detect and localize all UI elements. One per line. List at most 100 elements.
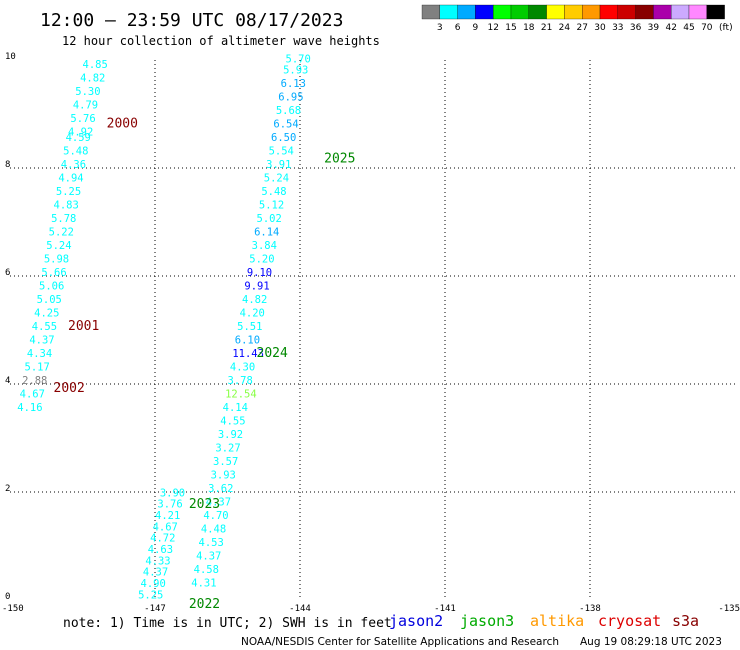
colorbar-swatch <box>617 4 636 20</box>
wave-height-label: 3.92 <box>218 429 243 441</box>
wave-height-label: 11.43 <box>232 348 264 360</box>
wave-height-label: 3.27 <box>215 443 240 455</box>
wave-height-label: 4.33 <box>145 555 170 567</box>
colorbar-label: 33 <box>612 23 623 33</box>
colorbar-label: 36 <box>630 23 642 33</box>
wave-height-label: 5.06 <box>39 281 64 293</box>
wave-height-label: 5.05 <box>37 294 62 306</box>
colorbar-swatch <box>564 4 583 20</box>
x-tick-label: -141 <box>434 604 456 614</box>
time-label: 2022 <box>189 597 220 612</box>
credit-text: NOAA/NESDIS Center for Satellite Applica… <box>241 636 559 648</box>
wave-height-label: 4.70 <box>203 510 228 522</box>
wave-height-label: 4.20 <box>240 308 265 320</box>
wave-height-label: 5.76 <box>70 113 95 125</box>
colorbar-label: 30 <box>594 23 606 33</box>
wave-height-label: 6.14 <box>254 227 279 239</box>
wave-height-label: 4.48 <box>201 524 226 536</box>
wave-height-label: 4.37 <box>196 551 221 563</box>
wave-height-label: 3.62 <box>208 483 233 495</box>
footnote: note: 1) Time is in UTC; 2) SWH is in fe… <box>63 616 392 631</box>
wave-height-label: 3.76 <box>157 499 182 511</box>
wave-height-label: 5.24 <box>46 240 71 252</box>
colorbar-legend: 3 6 9 12 15 18 21 24 27 30 33 36 39 42 45 70 (ft) <box>421 4 733 33</box>
wave-height-label: 6.50 <box>271 132 296 144</box>
time-label: 2024 <box>257 346 288 361</box>
wave-height-label: 5.02 <box>257 213 282 225</box>
wave-height-label: 6.95 <box>278 92 303 104</box>
colorbar-label: 3 <box>437 23 443 33</box>
satellite-legend-entry: cryosat <box>598 612 661 630</box>
colorbar-label: 45 <box>683 23 694 33</box>
colorbar-label: 12 <box>487 23 498 33</box>
x-tick-label: -144 <box>289 604 311 614</box>
colorbar-label: 24 <box>559 23 571 33</box>
colorbar-swatch <box>421 4 440 20</box>
satellite-legend-entry: jason3 <box>460 612 514 630</box>
wave-height-label: 5.54 <box>269 146 294 158</box>
wave-height-label: 4.16 <box>17 402 42 414</box>
wave-height-label: 2.88 <box>22 375 47 387</box>
wave-height-label: 4.58 <box>194 564 219 576</box>
x-tick-label: -147 <box>144 604 166 614</box>
time-label: 2025 <box>324 152 355 167</box>
wave-height-label: 5.48 <box>63 146 88 158</box>
wave-height-label: 4.36 <box>61 159 86 171</box>
colorbar-label: 42 <box>665 23 676 33</box>
wave-height-label: 5.51 <box>237 321 262 333</box>
wave-height-label: 5.98 <box>44 254 69 266</box>
colorbar-swatch <box>671 4 690 20</box>
wave-height-label: 3.91 <box>266 159 291 171</box>
colorbar-label: 18 <box>523 23 535 33</box>
wave-height-label: 4.67 <box>20 389 45 401</box>
wave-height-label: 4.85 <box>83 59 108 71</box>
wave-height-label: 4.90 <box>141 578 166 590</box>
time-label: 2023 <box>189 497 220 512</box>
wave-height-label: 4.67 <box>153 521 178 533</box>
wave-height-label: 5.17 <box>25 362 50 374</box>
colorbar-label: 70 <box>701 23 713 33</box>
wave-height-label: 6.54 <box>273 119 298 131</box>
colorbar-swatch <box>475 4 494 20</box>
y-tick-label: 6 <box>5 268 10 278</box>
wave-height-label: 6.13 <box>281 78 306 90</box>
wave-height-label: 4.25 <box>34 308 59 320</box>
wave-height-label: 9.91 <box>244 281 269 293</box>
wave-height-label: 3.78 <box>228 375 253 387</box>
wave-height-label: 4.63 <box>148 544 173 556</box>
wave-height-label: 4.31 <box>191 578 216 590</box>
time-label: 2001 <box>68 319 99 334</box>
y-tick-label: 8 <box>5 160 10 170</box>
x-axis-ticks: -150 -147 -144 -141 -138 -135 <box>2 604 740 614</box>
wave-height-label: 5.70 <box>286 54 311 66</box>
wave-height-label: 4.55 <box>32 321 57 333</box>
time-label: 2000 <box>107 117 138 132</box>
wave-height-label: 5.78 <box>51 213 76 225</box>
colorbar-label: 27 <box>576 23 587 33</box>
wave-height-label: 5.66 <box>41 267 66 279</box>
y-tick-label: 4 <box>5 376 10 386</box>
colorbar-label: 15 <box>505 23 516 33</box>
wave-height-label: 4.30 <box>230 362 255 374</box>
wave-height-label: 4.21 <box>155 510 180 522</box>
wave-height-label: 5.24 <box>264 173 289 185</box>
chart-subtitle: 12 hour collection of altimeter wave hei… <box>62 34 380 48</box>
wave-height-label: 4.53 <box>199 537 224 549</box>
wave-height-label: 9.10 <box>247 267 272 279</box>
wave-height-label: 4.59 <box>66 132 91 144</box>
colorbar-swatch <box>599 4 618 20</box>
colorbar-swatch <box>653 4 672 20</box>
wave-height-label: 4.72 <box>150 533 175 545</box>
time-label: 2002 <box>54 381 85 396</box>
generated-timestamp: Aug 19 08:29:18 UTC 2023 <box>580 636 722 648</box>
wave-height-label: 3.57 <box>213 456 238 468</box>
wave-height-label: 4.82 <box>80 73 105 85</box>
wave-height-label: 4.79 <box>73 100 98 112</box>
colorbar-swatch <box>493 4 512 20</box>
y-tick-label: 2 <box>5 484 10 494</box>
wave-height-label: 5.22 <box>49 227 74 239</box>
satellite-legend-entry: s3a <box>672 612 699 630</box>
wave-height-label: 5.12 <box>259 200 284 212</box>
wave-height-label: 4.37 <box>29 335 54 347</box>
